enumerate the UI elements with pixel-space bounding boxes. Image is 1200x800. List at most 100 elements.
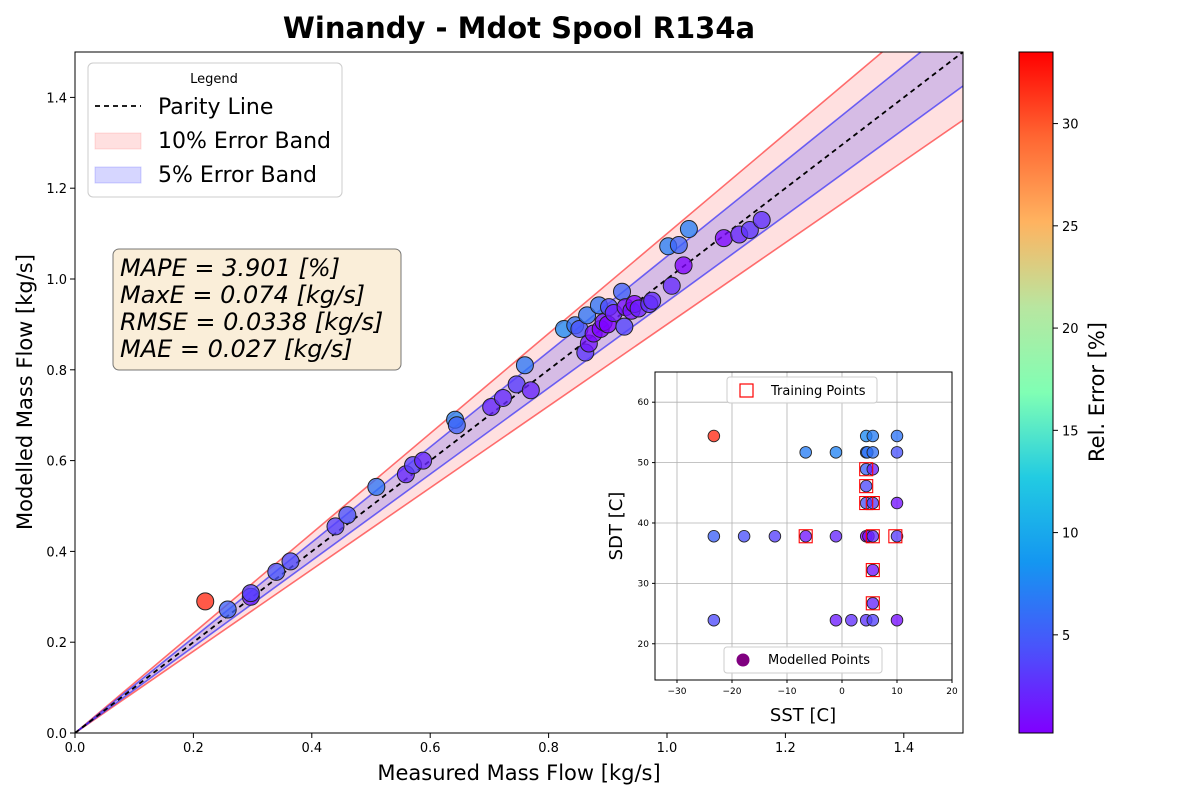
- stats-box-background: [112, 248, 402, 371]
- modelled-point: [707, 613, 721, 627]
- modelled-point: [707, 530, 721, 543]
- training-points-legend-label: Training Points: [770, 384, 866, 399]
- training-point: [859, 479, 874, 494]
- data-point: [515, 356, 534, 375]
- inset-y-tick-label: 40: [638, 519, 650, 529]
- training-point: [865, 496, 880, 511]
- data-point: [447, 416, 466, 435]
- inset-training-points: [798, 462, 903, 611]
- stats-mae: MAE = 0.027 [kg/s]: [120, 335, 352, 363]
- x-tick-label: 1.0: [657, 741, 678, 756]
- inset-x-axis-label: SST [C]: [770, 705, 836, 726]
- colorbar: 5 10 15 20 25 30 Rel. Error [%]: [1018, 51, 1109, 734]
- training-point: [865, 563, 880, 578]
- y-tick-label: 1.0: [46, 273, 67, 288]
- colorbar-tick-label: 15: [1062, 424, 1079, 439]
- data-point: [267, 562, 286, 581]
- modelled-point: [890, 429, 904, 443]
- modelled-point: [866, 563, 880, 577]
- main-plot-frame: [74, 51, 964, 734]
- modelled-point: [859, 479, 873, 493]
- data-point: [326, 517, 345, 536]
- modelled-point: [890, 613, 904, 627]
- data-point: [241, 584, 260, 603]
- error-band-lower-line: [75, 85, 963, 733]
- legend: Legend Parity Line 10% Error Band 5% Err…: [87, 62, 343, 198]
- inset-x-tick-label: −20: [723, 687, 742, 697]
- data-point: [643, 291, 662, 310]
- data-point: [615, 317, 634, 336]
- x-tick-label: 0.4: [301, 741, 322, 756]
- inset-x-tick-label: 10: [891, 687, 903, 697]
- inset-x-tick-label: −10: [778, 687, 797, 697]
- modelled-point: [866, 530, 880, 543]
- data-point: [669, 235, 688, 254]
- stats-maxe: MaxE = 0.074 [kg/s]: [120, 281, 365, 309]
- data-point: [613, 282, 632, 301]
- modelled-points-legend-marker: [736, 653, 750, 667]
- main-y-axis-ticks: 0.0 0.2 0.4 0.6 0.8 1.0 1.2 1.4: [46, 91, 75, 742]
- colorbar-ticks: 5 10 15 20 25 30: [1053, 118, 1079, 644]
- chart-title: Winandy - Mdot Spool R134a: [283, 11, 755, 45]
- colorbar-tick-label: 20: [1062, 322, 1079, 337]
- inset-plot: −30 −20 −10 0 10 20 20 30 40 50 60 SST [C] SDT [C…: [606, 371, 958, 726]
- main-x-axis-label: Measured Mass Flow [kg/s]: [377, 761, 660, 785]
- colorbar-gradient: [1018, 51, 1054, 734]
- legend-box: [87, 62, 343, 198]
- main-data-points: [196, 210, 771, 619]
- stats-mape: MAPE = 3.901 [%]: [120, 254, 340, 282]
- inset-x-tick-label: −30: [668, 687, 687, 697]
- y-tick-label: 0.0: [46, 727, 67, 742]
- main-x-axis-ticks: 0.0 0.2 0.4 0.6 0.8 1.0 1.2 1.4: [65, 733, 914, 756]
- colorbar-tick-label: 25: [1062, 220, 1079, 235]
- modelled-point: [890, 446, 904, 459]
- stats-box: MAPE = 3.901 [%] MaxE = 0.074 [kg/s] RMS…: [112, 248, 402, 371]
- inset-plot-area: [655, 372, 952, 680]
- modelled-point: [829, 530, 843, 543]
- inset-legend-modelled-box: [723, 646, 883, 674]
- inset-plot-frame: [654, 371, 953, 681]
- data-point: [218, 600, 237, 619]
- data-point: [752, 210, 771, 229]
- inset-y-tick-label: 30: [638, 579, 650, 589]
- modelled-point: [890, 530, 904, 543]
- x-tick-label: 1.2: [775, 741, 796, 756]
- inset-x-tick-label: 20: [946, 687, 958, 697]
- training-point: [859, 462, 874, 477]
- y-tick-label: 0.2: [46, 636, 67, 651]
- data-point: [196, 592, 215, 611]
- legend-title: Legend: [190, 72, 238, 87]
- modelled-point: [866, 597, 880, 610]
- data-point: [662, 276, 681, 295]
- x-tick-label: 0.0: [65, 741, 86, 756]
- y-tick-label: 1.4: [46, 91, 67, 106]
- modelled-point: [799, 530, 812, 543]
- inset-y-axis-ticks: 20 30 40 50 60: [638, 398, 655, 650]
- training-point: [888, 529, 903, 544]
- inset-y-tick-label: 20: [638, 640, 650, 650]
- legend-10pct-swatch: [94, 132, 142, 150]
- training-point: [865, 596, 880, 611]
- y-tick-label: 0.6: [46, 455, 67, 470]
- training-points-legend-marker: [739, 383, 754, 398]
- data-point: [578, 306, 597, 325]
- colorbar-tick-label: 30: [1062, 118, 1079, 133]
- inset-x-axis-ticks: −30 −20 −10 0 10 20: [668, 680, 958, 697]
- data-point: [740, 220, 759, 239]
- inset-x-tick-label: 0: [839, 687, 845, 697]
- data-point: [494, 388, 513, 407]
- legend-10pct-label: 10% Error Band: [158, 129, 331, 154]
- y-tick-label: 0.8: [46, 364, 67, 379]
- modelled-point: [829, 446, 843, 459]
- inset-y-tick-label: 60: [638, 398, 650, 408]
- modelled-point: [829, 613, 843, 627]
- inset-legend-training-box: [726, 376, 878, 404]
- modelled-point: [768, 530, 782, 543]
- data-point: [281, 552, 300, 571]
- x-tick-label: 0.2: [183, 741, 204, 756]
- colorbar-label: Rel. Error [%]: [1085, 322, 1109, 462]
- stats-rmse: RMSE = 0.0338 [kg/s]: [120, 308, 383, 336]
- legend-parity-label: Parity Line: [158, 95, 273, 120]
- colorbar-tick-label: 5: [1062, 629, 1070, 644]
